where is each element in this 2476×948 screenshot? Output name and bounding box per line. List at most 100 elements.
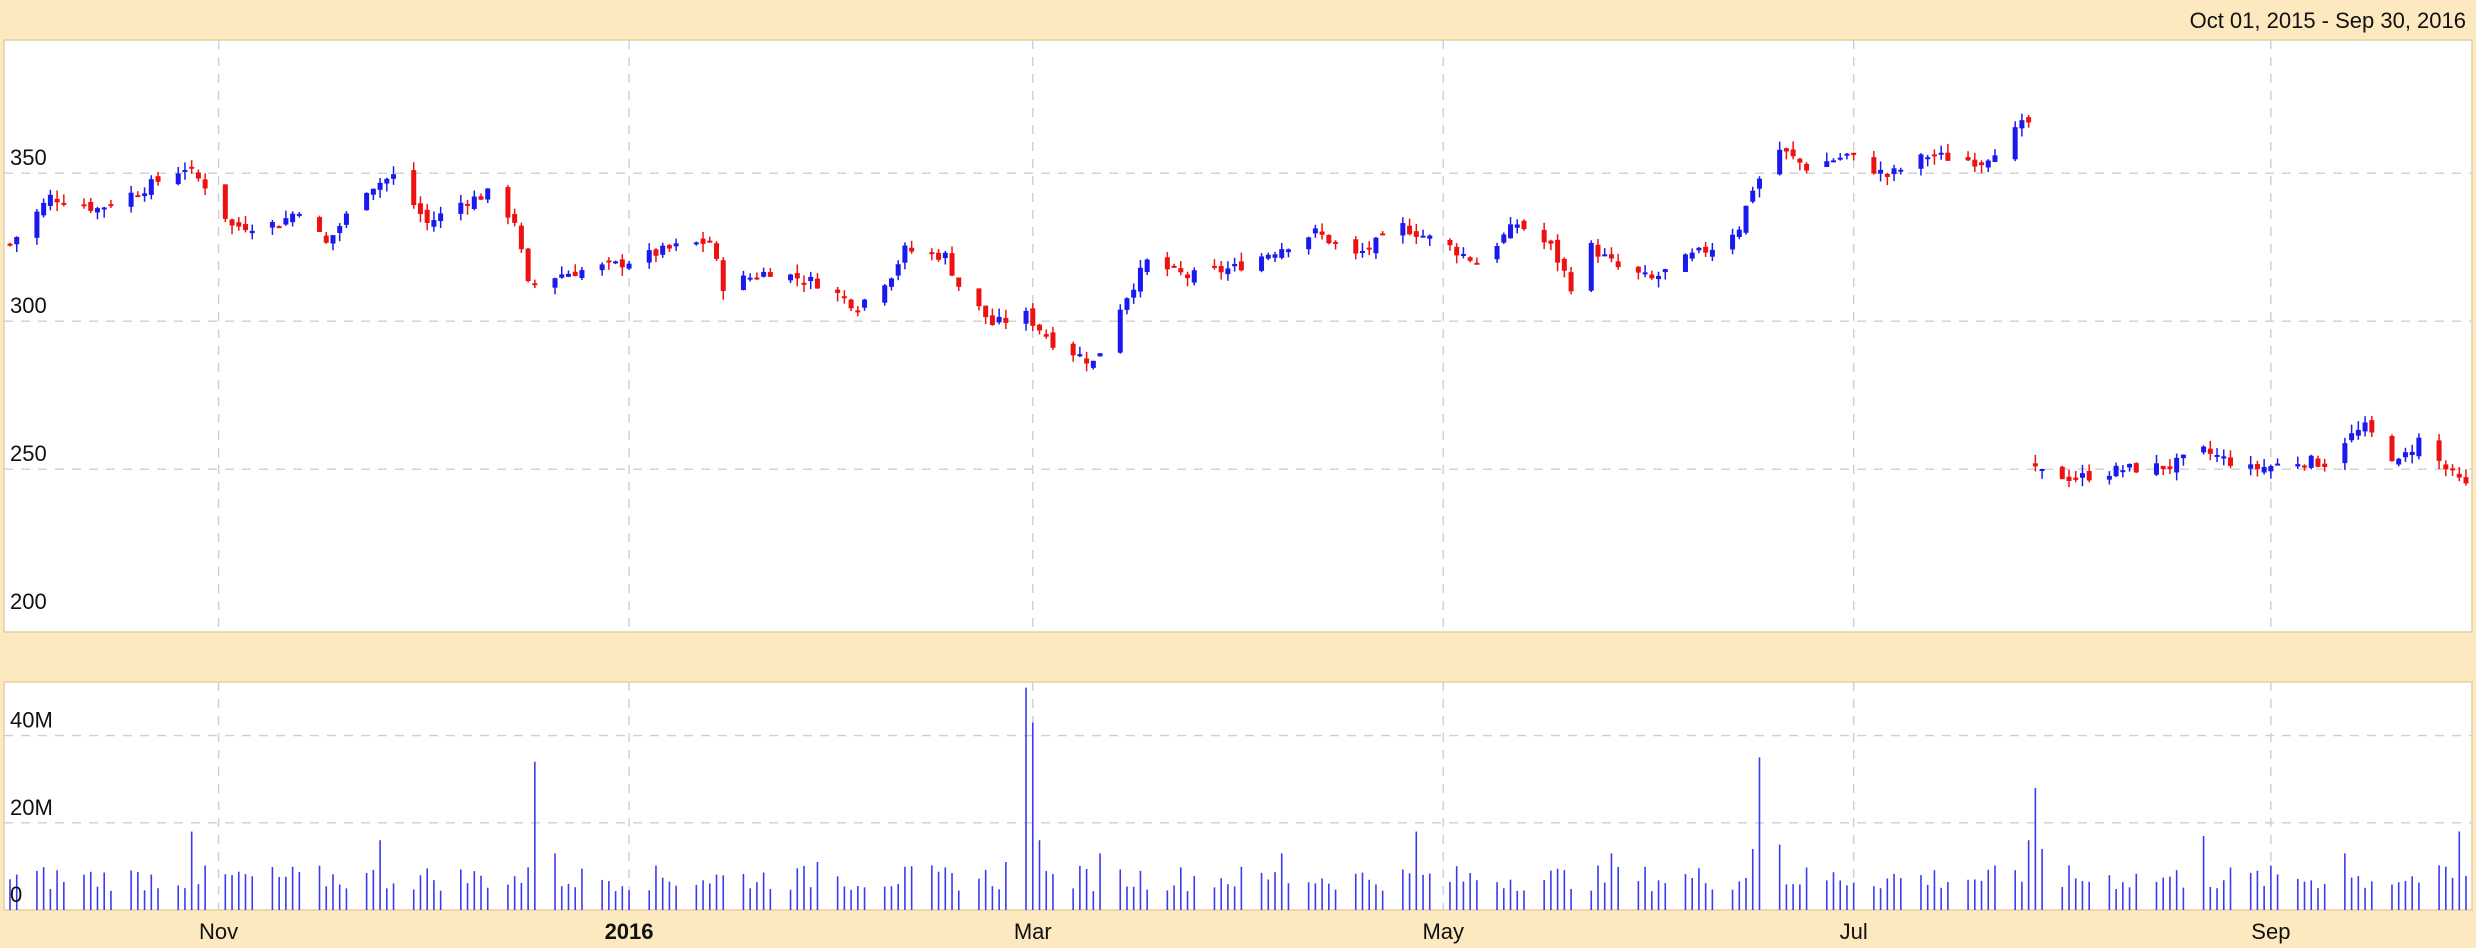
candle-body	[1945, 152, 1951, 161]
date-tick-label: Jul	[1840, 919, 1868, 944]
candle-body	[2106, 475, 2112, 480]
volume-tick-label: 40M	[10, 708, 53, 733]
candle-body	[814, 278, 820, 289]
candle-body	[1783, 148, 1789, 152]
candle-body	[1501, 234, 1507, 243]
candle-body	[606, 260, 612, 263]
candle-body	[155, 176, 161, 182]
candle-body	[330, 235, 336, 244]
candle-body	[1682, 254, 1688, 272]
candle-body	[2302, 465, 2308, 468]
candle-body	[1736, 229, 1742, 237]
candle-body	[1662, 269, 1668, 273]
candle-body	[518, 225, 524, 250]
candle-body	[1003, 317, 1009, 323]
candle-body	[1043, 334, 1049, 337]
candle-body	[835, 289, 841, 294]
candle-body	[559, 274, 565, 278]
candle-body	[983, 305, 989, 318]
candle-body	[1447, 239, 1453, 246]
candle-body	[2254, 464, 2260, 470]
candle-body	[2362, 422, 2368, 432]
candle-body	[1023, 310, 1029, 324]
candle-body	[794, 273, 800, 279]
candle-body	[1871, 157, 1877, 174]
candle-body	[128, 192, 134, 207]
candle-body	[2409, 451, 2415, 456]
candle-body	[754, 277, 760, 280]
candle-body	[1508, 224, 1514, 239]
candle-body	[808, 276, 814, 282]
candle-body	[1259, 256, 1265, 271]
candle-body	[1608, 254, 1614, 259]
candle-body	[296, 213, 302, 216]
candle-body	[902, 245, 908, 263]
candle-body	[1030, 308, 1036, 326]
price-tick-label: 350	[10, 145, 47, 170]
candle-body	[1898, 169, 1904, 172]
candle-body	[485, 188, 491, 200]
candle-body	[1555, 239, 1561, 263]
candle-body	[41, 202, 47, 216]
candle-body	[976, 288, 982, 307]
candle-body	[1615, 261, 1621, 268]
candle-body	[148, 179, 154, 195]
candle-body	[108, 204, 114, 207]
candle-body	[532, 283, 538, 286]
candle-body	[1211, 265, 1217, 268]
candle-body	[2066, 476, 2072, 481]
candle-body	[599, 264, 605, 271]
candle-body	[88, 201, 94, 211]
date-tick-label: 2016	[605, 919, 654, 944]
candle-body	[1494, 245, 1500, 260]
candle-body	[1696, 247, 1702, 251]
candle-body	[1985, 160, 1991, 168]
candle-body	[471, 196, 477, 209]
candle-body	[512, 214, 518, 223]
candle-body	[1460, 253, 1466, 256]
candle-body	[1844, 153, 1850, 156]
candle-body	[1400, 223, 1406, 236]
candle-body	[1137, 267, 1143, 292]
candle-body	[391, 174, 397, 179]
candle-body	[2214, 454, 2220, 457]
candle-body	[1891, 168, 1897, 175]
candle-body	[2322, 463, 2328, 467]
candle-body	[1703, 246, 1709, 253]
candle-body	[290, 213, 296, 223]
candle-body	[1837, 157, 1843, 160]
candle-body	[552, 278, 558, 288]
candle-body	[572, 271, 578, 277]
candle-body	[1777, 149, 1783, 175]
candle-body	[565, 273, 571, 277]
candle-body	[2308, 455, 2314, 468]
candle-body	[936, 252, 942, 260]
candle-body	[2059, 466, 2065, 480]
candle-body	[619, 259, 625, 268]
candle-body	[2133, 463, 2139, 473]
candle-body	[1373, 237, 1379, 254]
price-panel	[3, 39, 2473, 633]
candle-body	[2315, 458, 2321, 467]
candle-body	[478, 196, 484, 200]
candle-body	[1413, 231, 1419, 237]
candle-body	[1830, 160, 1836, 163]
candle-body	[1878, 169, 1884, 174]
candle-body	[1084, 358, 1090, 364]
candle-body	[862, 299, 868, 308]
candle-body	[2275, 463, 2281, 466]
candle-body	[2127, 463, 2133, 468]
candle-body	[269, 222, 275, 228]
candle-body	[2355, 429, 2361, 436]
candle-body	[714, 243, 720, 259]
candle-body	[1931, 154, 1937, 157]
candle-body	[693, 242, 699, 245]
candle-body	[431, 220, 437, 227]
candle-body	[1635, 266, 1641, 273]
candle-body	[2026, 117, 2032, 123]
candle-body	[175, 173, 181, 185]
date-tick-label: May	[1422, 919, 1464, 944]
candle-body	[1918, 154, 1924, 169]
candle-body	[1306, 237, 1312, 250]
candle-body	[1185, 274, 1191, 279]
